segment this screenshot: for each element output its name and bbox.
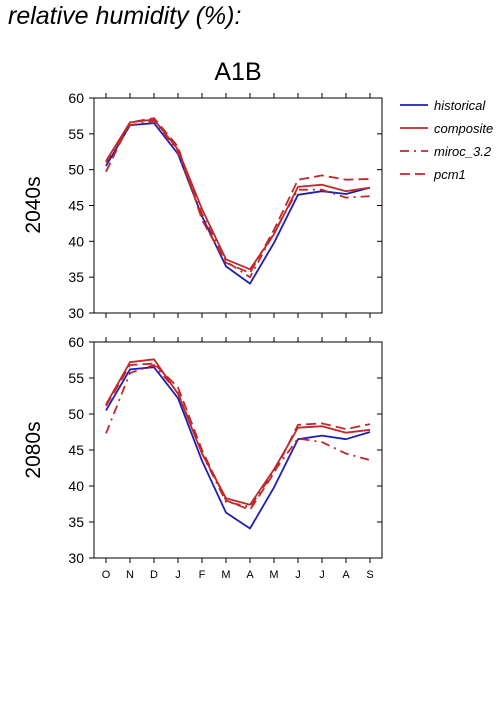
legend-label: composite: [434, 121, 493, 136]
x-tick-label: J: [295, 569, 301, 581]
legend-label: miroc_3.2: [434, 144, 492, 159]
x-tick-label: M: [221, 569, 230, 581]
y-tick-label: 35: [68, 514, 84, 530]
y-tick-label: 45: [68, 442, 84, 458]
y-tick-label: 60: [68, 90, 84, 106]
series-line-composite: [105, 118, 371, 271]
legend-label: historical: [434, 98, 486, 113]
x-tick-label: O: [102, 569, 111, 581]
legend-item: miroc_3.2: [400, 144, 492, 159]
plot-frame: [93, 97, 383, 314]
y-tick-label: 40: [68, 233, 84, 249]
chart-legend: historical composite miroc_3.2 pcm1: [400, 98, 493, 182]
x-tick-label: A: [342, 569, 350, 581]
y-tick-label: 55: [68, 126, 84, 142]
page-title: relative humidity (%):: [8, 2, 242, 30]
x-tick-label: M: [269, 569, 278, 581]
y-tick-label: 50: [68, 406, 84, 422]
x-tick-label: S: [366, 569, 373, 581]
legend-item: historical: [400, 98, 486, 113]
x-tick-label: N: [126, 569, 134, 581]
x-tick-label: A: [246, 569, 254, 581]
y-tick-label: 30: [68, 550, 84, 566]
plot-frame: [93, 341, 383, 559]
chart-title: A1B: [214, 58, 261, 86]
y-axis-label: 2080s: [22, 421, 45, 478]
series-line-historical: [105, 366, 371, 530]
x-tick-label: J: [175, 569, 181, 581]
legend-item: composite: [400, 121, 493, 136]
legend-label: pcm1: [433, 167, 466, 182]
x-tick-label: D: [150, 569, 158, 581]
y-tick-label: 45: [68, 198, 84, 214]
y-axis-label: 2040s: [22, 176, 45, 233]
y-tick-label: 35: [68, 269, 84, 285]
y-tick-label: 50: [68, 162, 84, 178]
y-tick-label: 55: [68, 370, 84, 386]
series-line-pcm1: [105, 362, 371, 511]
chart-panel-2: 30 35 40 45 50 55 60 O N D J F M A M J J A S 2080s: [22, 334, 383, 581]
series-line-historical: [105, 122, 371, 285]
chart-panels: 30 35 40 45 50 55 60 2040s 30 35 40 45 50 55 60 O N D J F M A…: [22, 90, 383, 581]
y-tick-label: 30: [68, 305, 84, 321]
chart-panel-1: 30 35 40 45 50 55 60 2040s: [22, 90, 383, 321]
x-tick-label: J: [319, 569, 325, 581]
y-tick-label: 60: [68, 334, 84, 350]
series-line-pcm1: [105, 117, 371, 274]
x-tick-label: F: [199, 569, 206, 581]
series-line-miroc-3-2: [105, 120, 371, 279]
series-line-composite: [105, 358, 371, 506]
legend-item: pcm1: [400, 167, 466, 182]
y-tick-label: 40: [68, 478, 84, 494]
